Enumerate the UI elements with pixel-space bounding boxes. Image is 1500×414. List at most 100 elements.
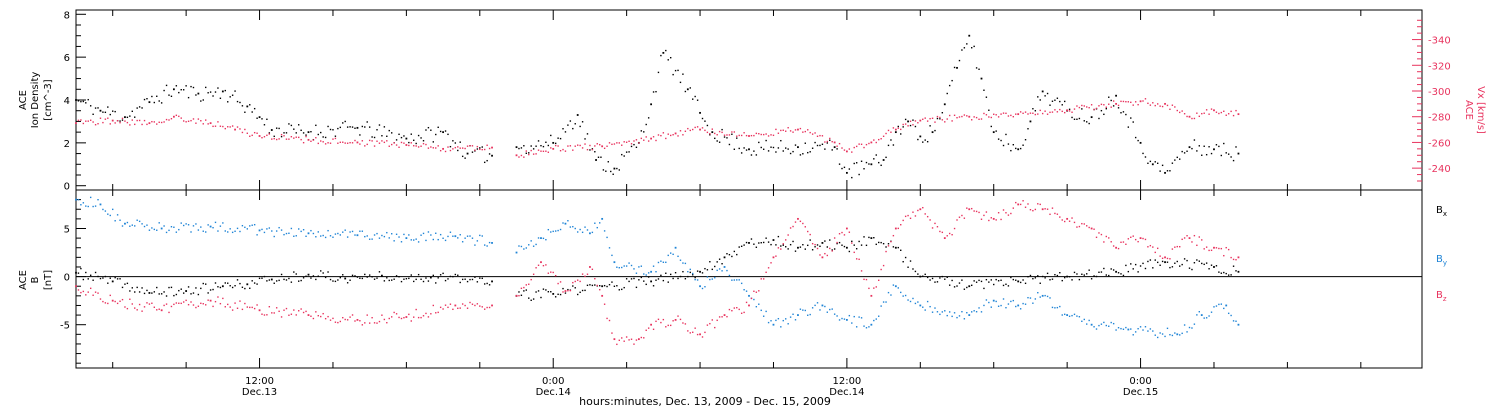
- ion-density-dot-202: [643, 131, 645, 133]
- b-series-0-point-22: [845, 246, 848, 249]
- vx-dot-44: [192, 118, 195, 120]
- ion-density-dot-57: [231, 94, 234, 96]
- vx-dot-390: [1122, 100, 1125, 103]
- b-series-1-dot-287: [863, 325, 865, 327]
- vx-dot-60: [236, 126, 239, 128]
- b-series-0-point-2: [148, 292, 151, 294]
- ion-density-dot-85: [310, 130, 312, 133]
- ion-density-dot-166: [545, 141, 547, 143]
- b-series-1-dot-331: [980, 311, 983, 313]
- b-series-1-dot-290: [873, 319, 875, 322]
- vx-dot-427: [1223, 110, 1225, 112]
- vx-point-11: [491, 146, 493, 149]
- ion-density-dot-273: [836, 148, 838, 150]
- b-series-1-dot-381: [1115, 329, 1117, 331]
- b-series-0-dot-219: [672, 277, 674, 280]
- b-series-1-dot-239: [733, 279, 736, 281]
- b-series-2-dot-266: [807, 230, 809, 233]
- b-series-0-dot-398: [1144, 267, 1147, 270]
- vx-dot-305: [902, 123, 904, 126]
- b-series-2-dot-296: [887, 245, 890, 247]
- b-series-2-point-24: [821, 256, 824, 259]
- b-series-1-dot-184: [581, 231, 584, 234]
- ion-density-dot-145: [464, 157, 466, 159]
- b-series-2-dot-342: [1012, 207, 1015, 209]
- b-series-2-dot-223: [689, 332, 691, 334]
- top-right-tick-label-3: -300: [1428, 87, 1451, 98]
- vx-dot-99: [337, 142, 339, 144]
- b-series-0-dot-254: [765, 237, 767, 239]
- ion-density-point-15: [491, 154, 493, 157]
- legend-label-main: B: [1436, 290, 1443, 301]
- ion-density-dot-236: [738, 147, 740, 150]
- b-series-0-dot-106: [356, 276, 359, 278]
- vx-dot-93: [322, 141, 324, 143]
- ion-density-dot-195: [623, 155, 625, 157]
- b-series-2-dot-395: [1156, 247, 1159, 250]
- b-series-2-dot-172: [547, 272, 550, 274]
- vx-dot-76: [278, 138, 280, 140]
- ion-density-dot-256: [789, 152, 792, 155]
- b-series-2-dot-22: [134, 307, 136, 309]
- b-series-2-dot-321: [956, 219, 958, 221]
- b-series-1-point-9: [454, 235, 457, 238]
- vx-dot-162: [525, 150, 527, 152]
- vx-dot-332: [973, 116, 975, 118]
- b-series-2-dot-329: [978, 211, 980, 214]
- ion-density-dot-95: [334, 135, 337, 137]
- b-series-2-dot-130: [413, 316, 415, 318]
- ion-density-dot-377: [1134, 136, 1137, 139]
- vx-dot-373: [1078, 106, 1081, 109]
- vx-dot-325: [953, 114, 956, 117]
- b-series-2-dot-77: [275, 307, 278, 309]
- vx-dot-280: [831, 140, 833, 143]
- b-series-2-dot-283: [853, 251, 855, 254]
- b-series-2-dot-401: [1174, 246, 1176, 248]
- b-series-1-dot-312: [931, 311, 934, 313]
- b-series-0-dot-261: [785, 246, 787, 248]
- ion-density-dot-152: [483, 161, 486, 164]
- vx-dot-83: [295, 136, 297, 138]
- b-series-2-dot-287: [863, 278, 865, 281]
- vx-dot-144: [454, 146, 457, 149]
- b-series-0-dot-382: [1103, 267, 1105, 270]
- vx-dot-61: [239, 128, 241, 130]
- b-series-0-dot-228: [694, 276, 696, 279]
- b-series-1-dot-2: [82, 202, 85, 204]
- vx-dot-393: [1130, 101, 1132, 104]
- b-series-0-dot-87: [305, 275, 307, 277]
- ion-density-point-46: [1090, 116, 1093, 119]
- b-series-0-dot-111: [368, 274, 371, 276]
- b-series-2-dot-94: [320, 315, 322, 318]
- vx-dot-253: [762, 133, 765, 136]
- b-series-0-dot-29: [153, 291, 156, 293]
- b-series-2-dot-16: [119, 300, 121, 302]
- b-series-1-dot-138: [435, 232, 437, 234]
- b-series-1-dot-395: [1152, 330, 1154, 332]
- b-series-1-point-10: [491, 242, 493, 244]
- b-series-1-dot-151: [469, 235, 471, 237]
- b-series-1-dot-62: [239, 230, 241, 233]
- b-series-1-dot-38: [178, 228, 180, 231]
- b-series-0-dot-15: [116, 278, 119, 280]
- vx-dot-9: [99, 117, 102, 119]
- ion-density-dot-294: [897, 125, 899, 128]
- vx-dot-136: [432, 147, 434, 149]
- top-left-tick-label-2: 4: [64, 96, 70, 107]
- b-series-2-dot-274: [829, 247, 831, 250]
- ion-density-dot-242: [755, 154, 758, 156]
- vx-dot-87: [305, 135, 307, 138]
- b-series-0-dot-324: [953, 286, 956, 288]
- ion-density-point-28: [797, 146, 799, 149]
- ion-density-dot-390: [1174, 159, 1176, 161]
- b-series-0-dot-412: [1181, 263, 1183, 266]
- vx-dot-22: [134, 123, 136, 126]
- b-series-1-dot-360: [1059, 305, 1061, 308]
- b-series-1-point-33: [1066, 314, 1069, 316]
- ion-density-dot-30: [158, 100, 160, 102]
- b-series-2-dot-1: [80, 291, 82, 294]
- vx-dot-234: [714, 132, 716, 135]
- vx-dot-409: [1174, 106, 1176, 108]
- b-series-2-dot-248: [758, 290, 760, 292]
- b-series-1-dot-339: [1002, 298, 1005, 300]
